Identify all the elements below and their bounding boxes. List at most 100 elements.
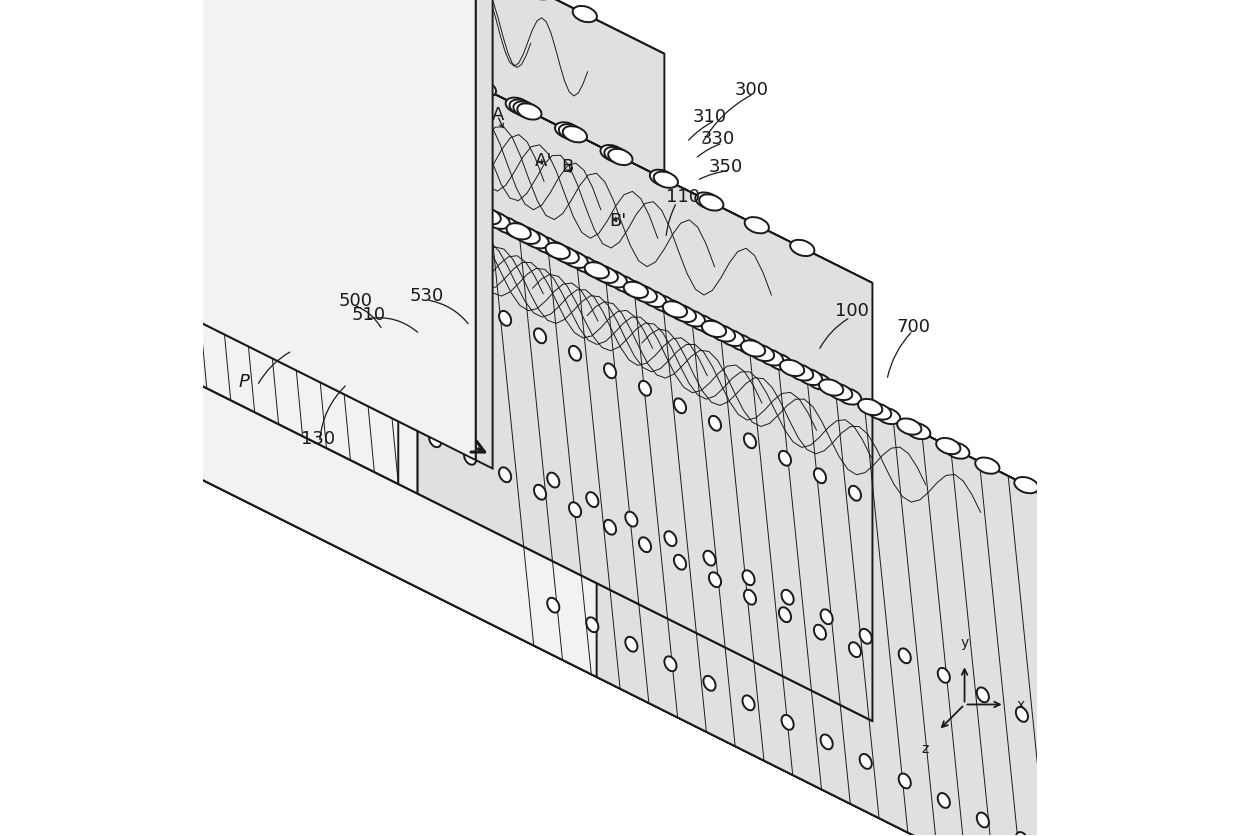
Polygon shape [50,404,1080,836]
Text: 100: 100 [836,302,869,319]
Ellipse shape [750,345,774,362]
Ellipse shape [821,735,833,749]
Ellipse shape [630,285,653,302]
Ellipse shape [675,555,686,570]
Ellipse shape [320,6,345,22]
Ellipse shape [837,389,862,405]
Text: P: P [239,372,249,390]
Text: A: A [491,105,503,124]
Ellipse shape [151,13,164,28]
Ellipse shape [625,512,637,527]
Ellipse shape [813,469,826,484]
Ellipse shape [742,341,765,357]
Ellipse shape [427,59,450,75]
Ellipse shape [709,573,722,588]
Ellipse shape [516,228,539,245]
Ellipse shape [396,168,419,185]
Ellipse shape [604,520,616,535]
Ellipse shape [200,71,224,87]
Ellipse shape [170,56,195,72]
Polygon shape [0,49,1153,798]
Ellipse shape [327,9,352,26]
Ellipse shape [779,608,791,622]
Ellipse shape [283,0,306,3]
Ellipse shape [288,115,311,130]
Ellipse shape [585,263,609,279]
Ellipse shape [945,443,970,459]
Ellipse shape [465,203,489,219]
Ellipse shape [278,110,303,126]
Ellipse shape [377,34,402,50]
Polygon shape [0,100,665,555]
Polygon shape [525,485,1153,836]
Polygon shape [0,0,210,328]
Polygon shape [413,0,430,437]
Ellipse shape [467,79,492,96]
Ellipse shape [689,315,714,332]
Ellipse shape [600,145,625,162]
Ellipse shape [632,287,657,303]
Ellipse shape [547,598,559,613]
Text: B': B' [609,212,626,230]
Ellipse shape [709,416,722,431]
Ellipse shape [446,194,471,210]
Ellipse shape [906,423,930,440]
Ellipse shape [594,268,618,283]
Ellipse shape [703,676,715,691]
Polygon shape [50,0,1080,512]
Ellipse shape [366,153,389,170]
Text: 500: 500 [339,292,373,309]
Ellipse shape [513,102,538,119]
Polygon shape [50,0,533,645]
Ellipse shape [425,183,450,200]
Ellipse shape [790,241,815,257]
Ellipse shape [522,232,546,247]
Ellipse shape [781,715,794,730]
Ellipse shape [977,813,990,828]
Ellipse shape [625,637,637,652]
Ellipse shape [569,346,582,361]
Ellipse shape [660,300,684,317]
Ellipse shape [604,148,629,164]
Ellipse shape [582,262,606,278]
Ellipse shape [517,104,542,120]
Ellipse shape [711,326,735,342]
Ellipse shape [744,434,756,449]
Ellipse shape [899,773,911,788]
Text: 310: 310 [693,107,727,125]
Ellipse shape [642,292,666,308]
Ellipse shape [849,487,861,501]
Ellipse shape [299,120,324,136]
Text: z: z [921,741,929,755]
Ellipse shape [899,649,911,664]
Ellipse shape [377,160,402,176]
Ellipse shape [668,305,693,321]
Ellipse shape [672,307,696,323]
Polygon shape [476,0,492,469]
Ellipse shape [186,217,198,232]
Ellipse shape [611,277,636,293]
Ellipse shape [590,266,615,282]
Polygon shape [418,57,873,721]
Ellipse shape [600,270,624,287]
Ellipse shape [975,458,999,474]
Ellipse shape [368,155,393,171]
Polygon shape [0,49,525,609]
Ellipse shape [702,321,727,338]
Text: B: B [562,158,574,176]
Polygon shape [0,0,413,429]
Ellipse shape [317,130,341,145]
Ellipse shape [278,0,303,1]
Text: 510: 510 [351,306,386,324]
Text: 130: 130 [301,429,336,447]
Ellipse shape [438,190,461,206]
Polygon shape [0,257,873,721]
Ellipse shape [381,36,405,53]
Text: 700: 700 [897,318,930,335]
Ellipse shape [1016,832,1028,836]
Ellipse shape [703,551,715,566]
Ellipse shape [464,451,476,465]
Ellipse shape [210,75,233,91]
Polygon shape [0,0,873,283]
Ellipse shape [547,473,559,488]
